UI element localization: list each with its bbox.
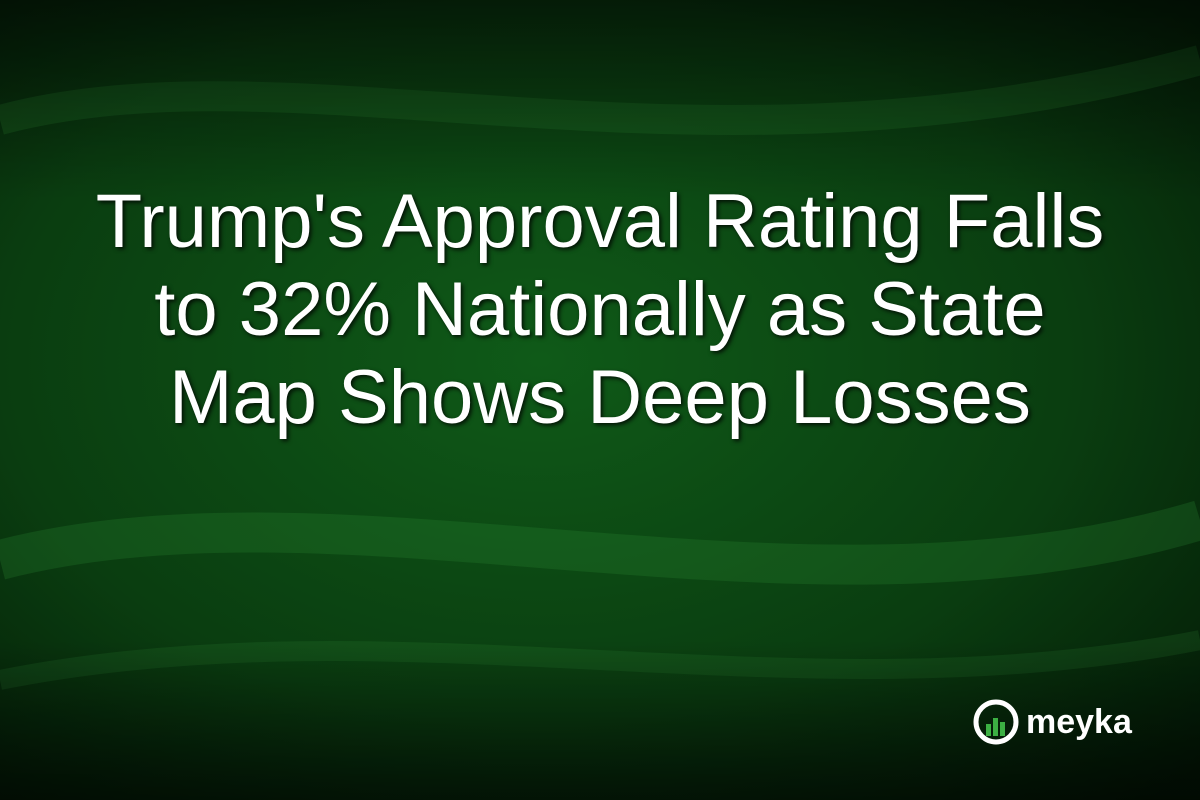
headline: Trump's Approval Rating Falls to 32% Nat… bbox=[0, 178, 1200, 442]
brand-name: meyka bbox=[1026, 702, 1132, 741]
headline-line: Trump's Approval Rating Falls bbox=[95, 179, 1105, 264]
headline-line: to 32% Nationally as State bbox=[154, 267, 1046, 352]
headline-line: Map Shows Deep Losses bbox=[169, 355, 1031, 440]
brand-logo bbox=[973, 699, 1019, 745]
brand: meyka bbox=[972, 698, 1132, 746]
